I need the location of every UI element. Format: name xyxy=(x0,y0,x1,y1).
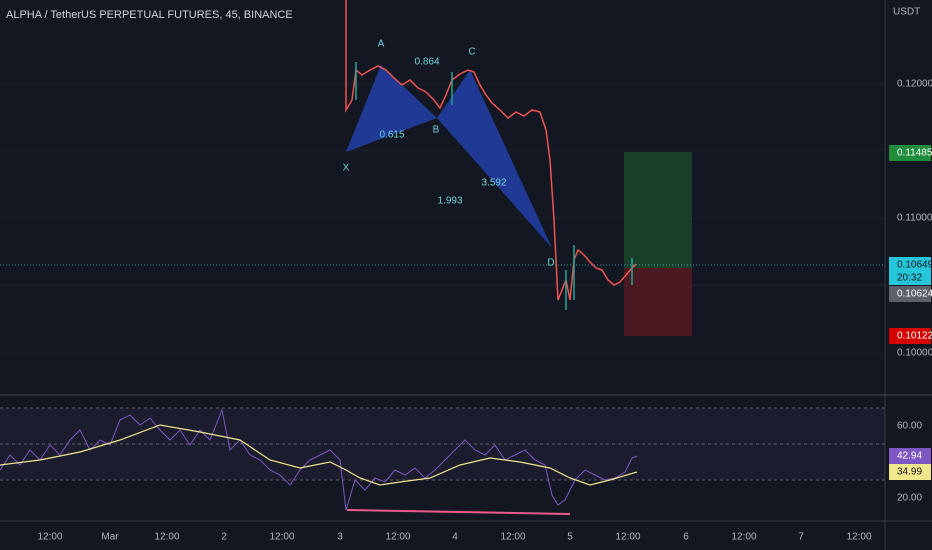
grid xyxy=(0,83,885,354)
price-path xyxy=(345,0,637,301)
ratio-label: 0.864 xyxy=(414,57,439,68)
divergence-line xyxy=(346,509,571,515)
target-badge xyxy=(889,145,931,161)
last-badge xyxy=(889,257,931,285)
point-label: C xyxy=(468,47,475,58)
rsi-value: 42.94 xyxy=(897,451,922,462)
rsi-tick: 60.00 xyxy=(897,421,922,432)
time-tick: Mar xyxy=(101,532,119,543)
title: ALPHA / TetherUS PERPETUAL FUTURES, 45, … xyxy=(6,9,293,21)
pattern-bcd xyxy=(437,70,552,248)
price-tick: 0.11000 xyxy=(897,213,932,224)
rsi-tick: 20.00 xyxy=(897,493,922,504)
point-label: A xyxy=(378,39,385,50)
ratio-label: 0.615 xyxy=(379,130,404,141)
point-label: X xyxy=(343,163,350,174)
time-tick: 5 xyxy=(567,532,573,543)
ma-value: 34.99 xyxy=(897,467,922,478)
last-price: 0.10649 xyxy=(897,260,932,271)
ratio-label: 1.993 xyxy=(437,196,462,207)
up-candles xyxy=(355,62,633,310)
time-tick: 7 xyxy=(798,532,804,543)
point-label: D xyxy=(547,258,554,269)
time-tick: 3 xyxy=(337,532,343,543)
target-price: 0.11485 xyxy=(897,148,932,159)
time-tick: 6 xyxy=(683,532,689,543)
target-zone xyxy=(624,152,692,268)
time-tick: 12:00 xyxy=(269,532,294,543)
time-tick: 2 xyxy=(221,532,227,543)
entry-price: 0.10624 xyxy=(897,289,932,300)
currency: USDT xyxy=(893,7,920,18)
time-tick: 12:00 xyxy=(154,532,179,543)
pattern-xab xyxy=(346,65,437,152)
ratio-label: 3.592 xyxy=(481,178,506,189)
time-tick: 12:00 xyxy=(37,532,62,543)
entry-badge xyxy=(889,286,931,302)
stop-price: 0.10122 xyxy=(897,331,932,342)
ma-badge xyxy=(889,464,931,480)
stop-badge xyxy=(889,328,931,344)
time-tick: 12:00 xyxy=(846,532,871,543)
time-tick: 4 xyxy=(452,532,458,543)
stop-zone xyxy=(624,268,692,336)
time-tick: 12:00 xyxy=(500,532,525,543)
price-tick: 0.12000 xyxy=(897,79,932,90)
time-tick: 12:00 xyxy=(731,532,756,543)
time-tick: 12:00 xyxy=(385,532,410,543)
price-tick: 0.10000 xyxy=(897,348,932,359)
rsi-badge xyxy=(889,448,931,464)
rsi-ma-line xyxy=(0,424,638,486)
point-label: B xyxy=(433,125,440,136)
countdown: 20:32 xyxy=(897,273,922,284)
rsi-line xyxy=(0,408,638,511)
time-axis: 12:00 Mar 12:00 2 12:00 3 12:00 4 12:00 5 12:00 6 12… xyxy=(37,532,871,543)
time-tick: 12:00 xyxy=(615,532,640,543)
